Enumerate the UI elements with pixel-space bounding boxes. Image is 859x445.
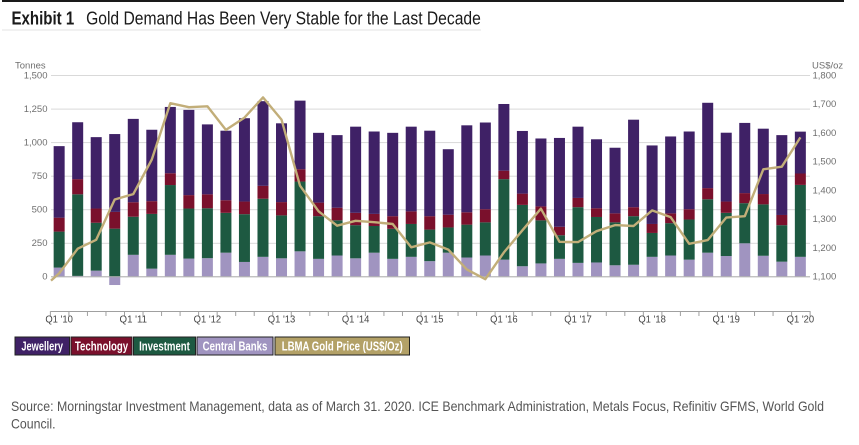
svg-text:Exhibit 1: Exhibit 1	[12, 7, 75, 28]
svg-text:Q1 '15: Q1 '15	[416, 314, 444, 325]
svg-text:Q1 '19: Q1 '19	[712, 314, 740, 325]
svg-text:1,250: 1,250	[24, 104, 48, 115]
svg-text:Gold Demand Has Been Very Stab: Gold Demand Has Been Very Stable for the…	[86, 7, 481, 28]
svg-text:1,200: 1,200	[813, 243, 837, 254]
svg-text:0: 0	[42, 272, 47, 283]
svg-text:1,000: 1,000	[24, 137, 48, 148]
svg-text:LBMA Gold Price (US$/Oz): LBMA Gold Price (US$/Oz)	[282, 339, 403, 353]
svg-text:1,600: 1,600	[813, 128, 837, 139]
svg-text:250: 250	[32, 238, 48, 249]
svg-text:Q1 '16: Q1 '16	[490, 314, 518, 325]
svg-text:1,100: 1,100	[813, 272, 837, 283]
svg-text:US$/oz: US$/oz	[812, 61, 843, 72]
svg-text:Council.: Council.	[11, 417, 56, 432]
svg-text:Central Banks: Central Banks	[203, 339, 268, 353]
svg-text:Investment: Investment	[139, 339, 190, 353]
svg-text:Q1 '10: Q1 '10	[45, 314, 73, 325]
svg-text:Technology: Technology	[75, 339, 128, 353]
svg-text:1,700: 1,700	[813, 99, 837, 110]
svg-text:1,300: 1,300	[813, 214, 837, 225]
svg-text:Q1 '18: Q1 '18	[638, 314, 666, 325]
svg-text:Q1 '13: Q1 '13	[268, 314, 296, 325]
svg-text:500: 500	[32, 205, 48, 216]
svg-text:Q1 '14: Q1 '14	[342, 314, 370, 325]
svg-text:Q1 '17: Q1 '17	[564, 314, 592, 325]
svg-text:Q1 '20: Q1 '20	[787, 314, 815, 325]
svg-text:1,500: 1,500	[24, 70, 48, 81]
svg-text:Source: Morningstar Investment: Source: Morningstar Investment Managemen…	[11, 399, 824, 414]
svg-text:Tonnes: Tonnes	[15, 61, 46, 72]
svg-text:Jewellery: Jewellery	[21, 339, 63, 353]
svg-text:1,800: 1,800	[813, 70, 837, 81]
svg-text:1,400: 1,400	[813, 185, 837, 196]
svg-text:Q1 '11: Q1 '11	[120, 314, 148, 325]
svg-text:Q1 '12: Q1 '12	[194, 314, 222, 325]
svg-text:1,500: 1,500	[813, 157, 837, 168]
svg-text:750: 750	[32, 171, 48, 182]
